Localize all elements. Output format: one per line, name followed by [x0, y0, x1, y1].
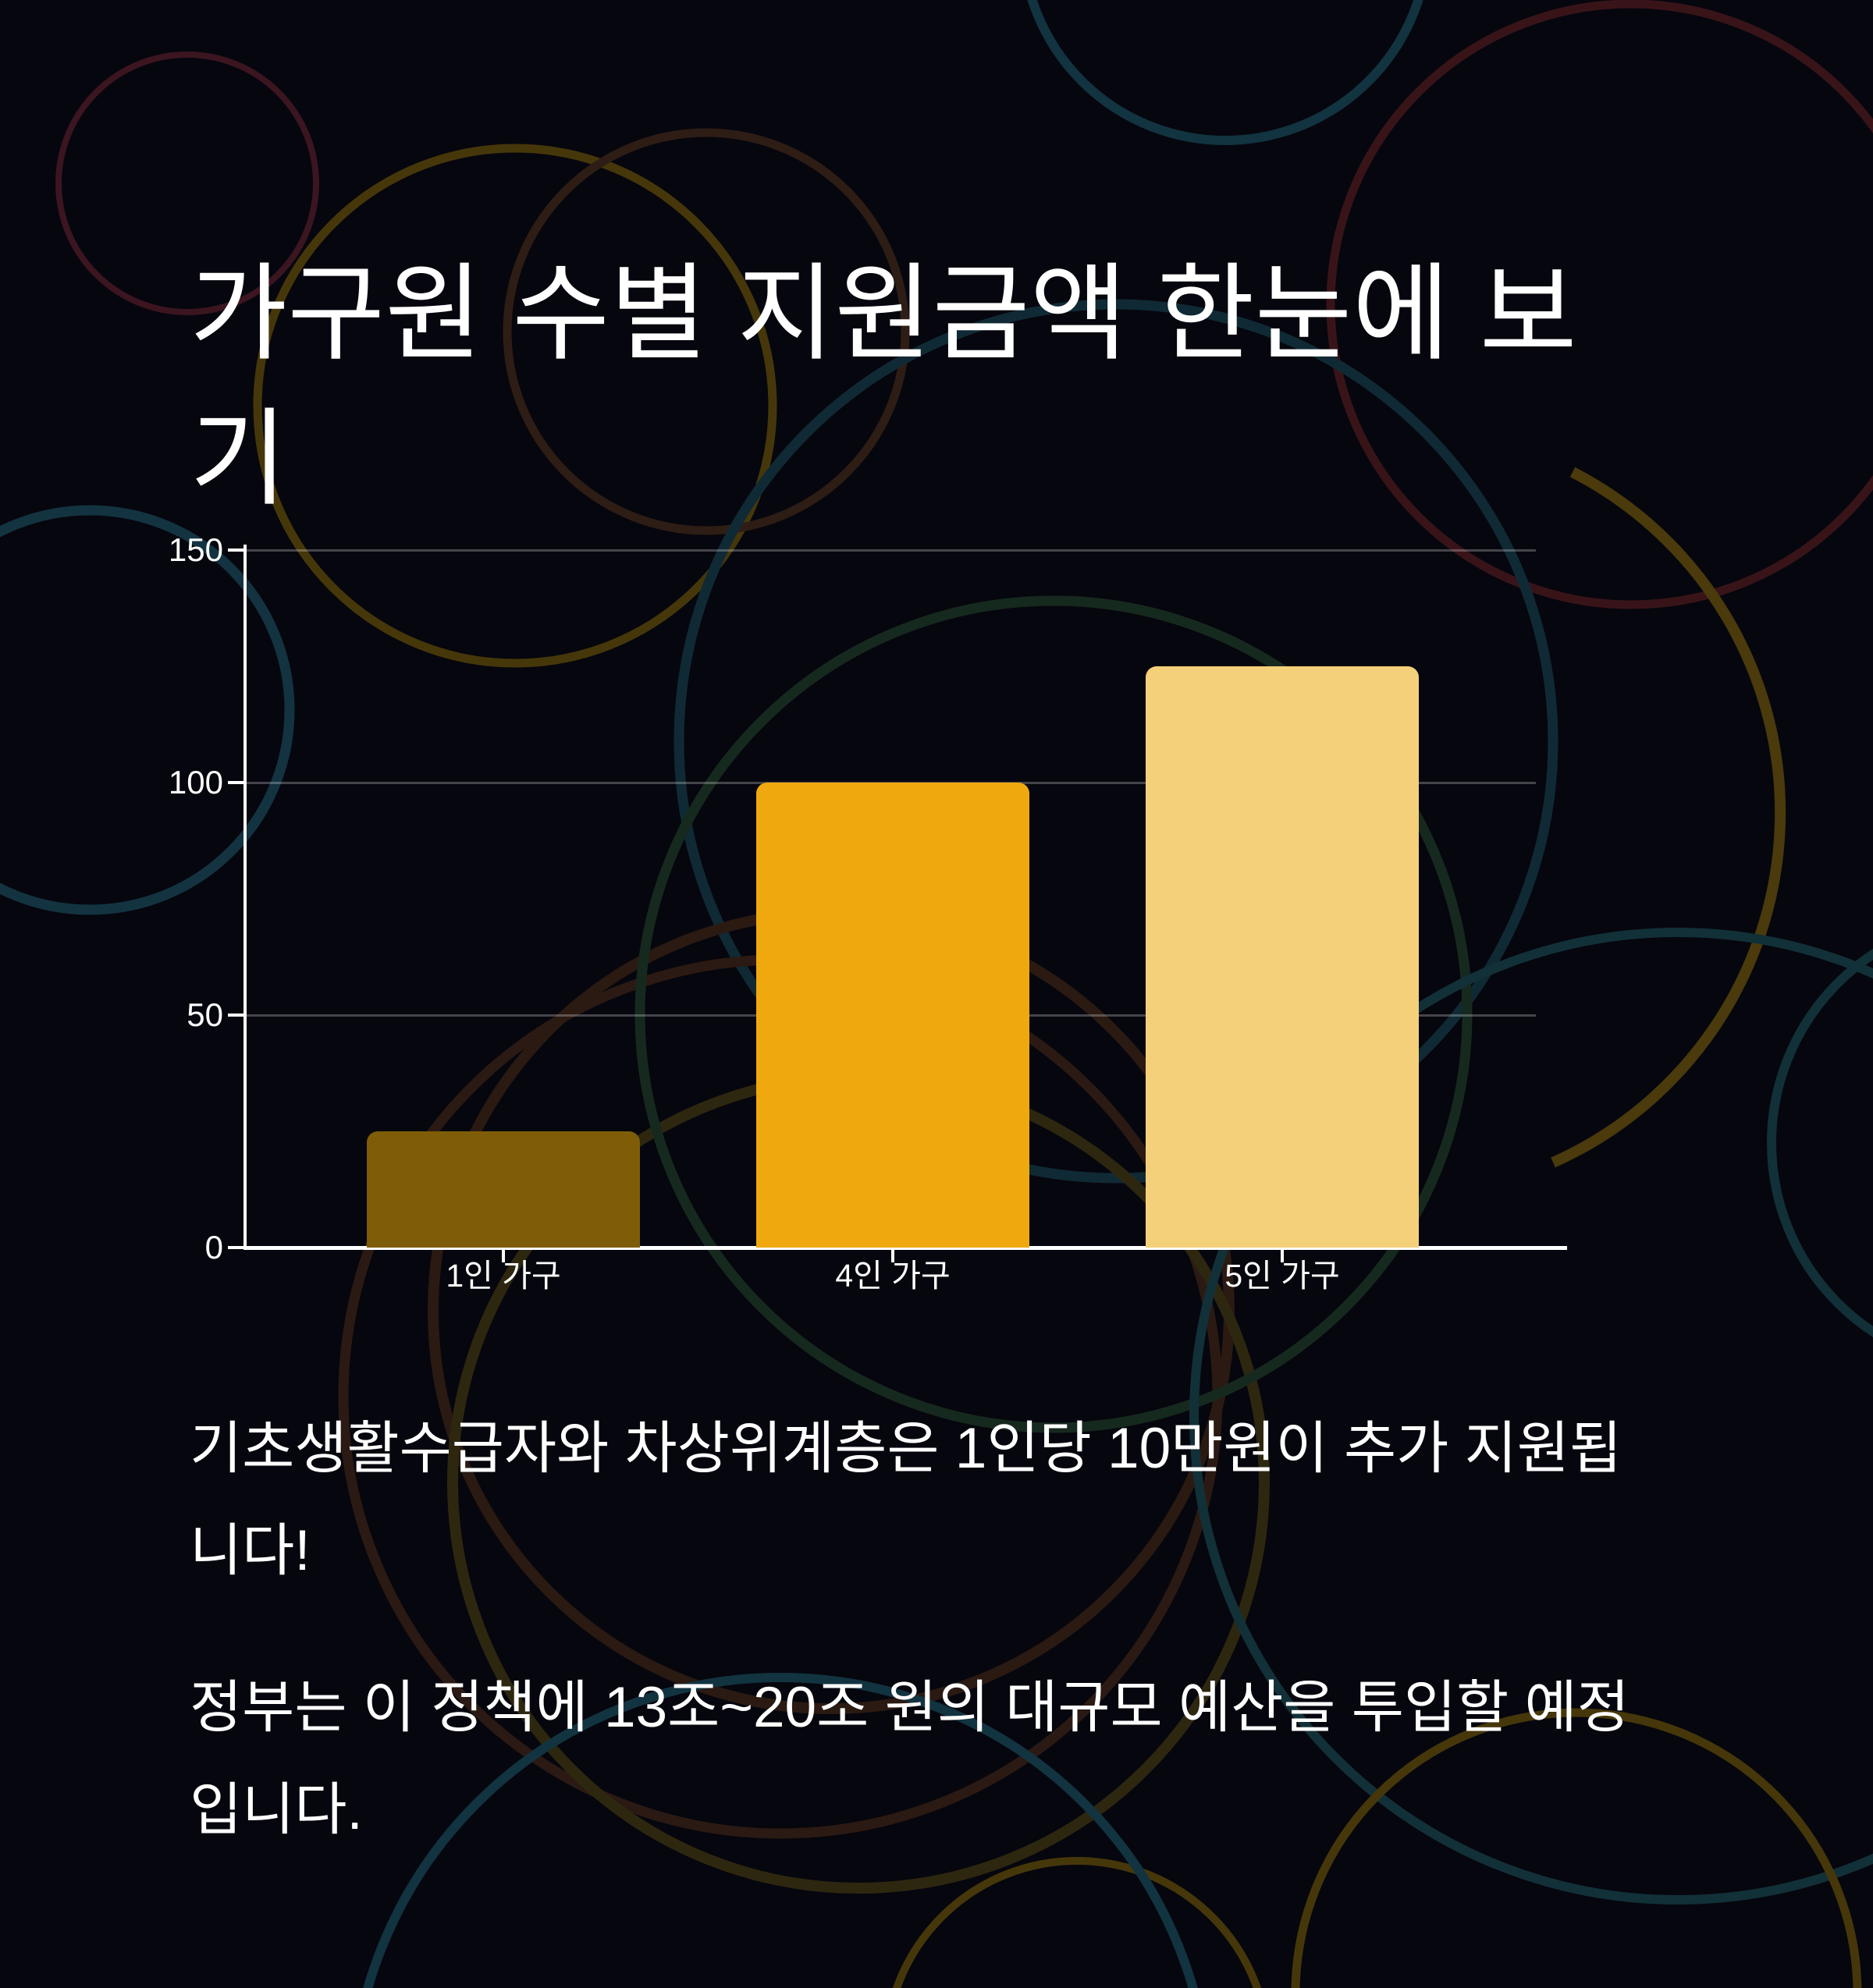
page-title: 가구원 수별 지원금액 한눈에 보 기 [190, 241, 1782, 531]
ring-maroon-top-right [1326, 0, 1873, 609]
y-axis-tick-50 [228, 1014, 243, 1017]
ring-teal-huge-center [673, 299, 1558, 1184]
y-axis-line [243, 545, 247, 1250]
ring-gold-bottom-center [892, 1857, 1262, 1988]
x-axis-label-4인 가구: 4인 가구 [835, 1258, 951, 1294]
y-axis-tick-150 [228, 548, 243, 552]
x-axis-line [243, 1246, 1567, 1250]
bar-1인 가구 [367, 1131, 640, 1248]
note-budget-line-2: 입니다. [190, 1778, 363, 1841]
page-title-line-1: 가구원 수별 지원금액 한눈에 보 [190, 254, 1577, 374]
bar-5인 가구 [1146, 666, 1419, 1248]
ring-teal-top [1027, 0, 1423, 145]
bar-4인 가구 [756, 783, 1029, 1248]
ring-brown-top-center [503, 128, 910, 535]
y-axis-label-150: 150 [168, 531, 223, 568]
ring-green-center [634, 595, 1473, 1433]
ring-teal-bottom-left [363, 1673, 1198, 1988]
x-axis-tick-4인 가구 [891, 1249, 894, 1262]
y-axis-tick-0 [228, 1246, 243, 1249]
y-axis-label-0: 0 [204, 1229, 223, 1266]
ring-gold-bottom-right [1291, 1708, 1862, 1988]
note-budget: 정부는 이 정책에 13조~20조 원의 대규모 예산을 투입할 예정 입니다. [190, 1656, 1797, 1861]
ring-teal-bottom-right [1189, 928, 1873, 1905]
y-axis-tick-100 [228, 781, 243, 784]
note-extra-support-line-1: 기초생활수급자와 차상위계층은 1인당 10만원이 추가 지원됩 [190, 1417, 1622, 1480]
note-extra-support-line-2: 니다! [190, 1519, 311, 1582]
gridline-150 [247, 548, 1536, 552]
y-axis-label-100: 100 [168, 764, 223, 801]
ring-maroon-top-left [55, 51, 319, 315]
x-axis-tick-5인 가구 [1281, 1249, 1284, 1262]
note-extra-support: 기초생활수급자와 차상위계층은 1인당 10만원이 추가 지원됩 니다! [190, 1397, 1797, 1602]
note-budget-line-1: 정부는 이 정책에 13조~20조 원의 대규모 예산을 투입할 예정 [190, 1676, 1630, 1739]
ring-teal-right-edge [1767, 949, 1873, 1337]
y-axis-label-50: 50 [187, 996, 223, 1033]
x-axis-label-1인 가구: 1인 가구 [446, 1258, 561, 1294]
ring-gold-title [253, 144, 777, 668]
page-title-line-2: 기 [190, 399, 288, 519]
x-axis-label-5인 가구: 5인 가구 [1224, 1258, 1340, 1294]
arc-gold-right [1551, 467, 1786, 1168]
ring-teal-left [0, 505, 295, 915]
x-axis-tick-1인 가구 [502, 1249, 505, 1262]
